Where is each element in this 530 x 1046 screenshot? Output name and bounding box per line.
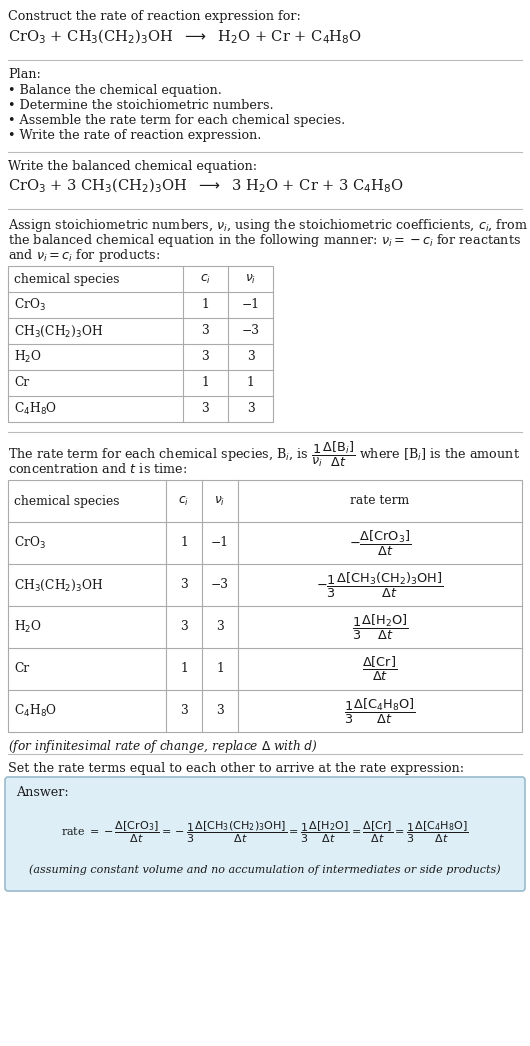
- Text: Plan:: Plan:: [8, 68, 41, 81]
- Text: H$_2$O: H$_2$O: [14, 349, 42, 365]
- Text: concentration and $t$ is time:: concentration and $t$ is time:: [8, 462, 188, 476]
- Text: Assign stoichiometric numbers, $\nu_i$, using the stoichiometric coefficients, $: Assign stoichiometric numbers, $\nu_i$, …: [8, 217, 528, 234]
- Text: H$_2$O: H$_2$O: [14, 619, 42, 635]
- Text: CrO$_3$ + 3 CH$_3$(CH$_2$)$_3$OH  $\longrightarrow$  3 H$_2$O + Cr + 3 C$_4$H$_8: CrO$_3$ + 3 CH$_3$(CH$_2$)$_3$OH $\longr…: [8, 177, 404, 196]
- Text: −1: −1: [211, 537, 229, 549]
- Text: Construct the rate of reaction expression for:: Construct the rate of reaction expressio…: [8, 10, 301, 23]
- Text: Cr: Cr: [14, 377, 29, 389]
- Text: Answer:: Answer:: [16, 786, 69, 799]
- Text: 1: 1: [216, 662, 224, 676]
- Text: Cr: Cr: [14, 662, 29, 676]
- Text: CrO$_3$ + CH$_3$(CH$_2$)$_3$OH  $\longrightarrow$  H$_2$O + Cr + C$_4$H$_8$O: CrO$_3$ + CH$_3$(CH$_2$)$_3$OH $\longrig…: [8, 28, 362, 46]
- Text: 3: 3: [216, 705, 224, 718]
- Text: • Determine the stoichiometric numbers.: • Determine the stoichiometric numbers.: [8, 99, 273, 112]
- Text: the balanced chemical equation in the following manner: $\nu_i = -c_i$ for react: the balanced chemical equation in the fo…: [8, 232, 521, 249]
- Text: CrO$_3$: CrO$_3$: [14, 297, 46, 313]
- Text: chemical species: chemical species: [14, 273, 119, 286]
- Text: −3: −3: [211, 578, 229, 591]
- Bar: [8, 480, 522, 732]
- Text: $c_i$: $c_i$: [179, 495, 190, 507]
- Text: rate term: rate term: [350, 495, 410, 507]
- Text: (for infinitesimal rate of change, replace $\Delta$ with $d$): (for infinitesimal rate of change, repla…: [8, 738, 318, 755]
- Text: 3: 3: [201, 350, 209, 364]
- Text: Set the rate terms equal to each other to arrive at the rate expression:: Set the rate terms equal to each other t…: [8, 761, 464, 775]
- Text: 3: 3: [246, 350, 254, 364]
- Text: −1: −1: [242, 298, 260, 312]
- Text: 1: 1: [180, 537, 188, 549]
- Text: • Assemble the rate term for each chemical species.: • Assemble the rate term for each chemic…: [8, 114, 345, 127]
- Text: 3: 3: [180, 705, 188, 718]
- Text: CH$_3$(CH$_2$)$_3$OH: CH$_3$(CH$_2$)$_3$OH: [14, 577, 103, 593]
- Text: 3: 3: [201, 324, 209, 338]
- Text: 1: 1: [201, 377, 209, 389]
- Text: 1: 1: [180, 662, 188, 676]
- Text: 1: 1: [201, 298, 209, 312]
- Text: $\dfrac{1}{3}\dfrac{\Delta[\mathrm{C_4H_8O}]}{\Delta t}$: $\dfrac{1}{3}\dfrac{\Delta[\mathrm{C_4H_…: [344, 697, 416, 726]
- FancyBboxPatch shape: [5, 777, 525, 891]
- Text: CH$_3$(CH$_2$)$_3$OH: CH$_3$(CH$_2$)$_3$OH: [14, 323, 103, 339]
- Text: $-\dfrac{1}{3}\dfrac{\Delta[\mathrm{CH_3(CH_2)_3OH}]}{\Delta t}$: $-\dfrac{1}{3}\dfrac{\Delta[\mathrm{CH_3…: [316, 570, 444, 599]
- Text: $\nu_i$: $\nu_i$: [245, 272, 256, 286]
- Text: 3: 3: [216, 620, 224, 634]
- Text: 3: 3: [180, 620, 188, 634]
- Text: $\nu_i$: $\nu_i$: [215, 495, 226, 507]
- Text: C$_4$H$_8$O: C$_4$H$_8$O: [14, 401, 57, 417]
- Text: The rate term for each chemical species, B$_i$, is $\dfrac{1}{\nu_i}\dfrac{\Delt: The rate term for each chemical species,…: [8, 440, 520, 470]
- Text: 3: 3: [201, 403, 209, 415]
- Text: 3: 3: [246, 403, 254, 415]
- Text: (assuming constant volume and no accumulation of intermediates or side products): (assuming constant volume and no accumul…: [29, 864, 501, 874]
- Bar: [8, 266, 273, 422]
- Text: $c_i$: $c_i$: [200, 272, 211, 286]
- Text: CrO$_3$: CrO$_3$: [14, 535, 46, 551]
- Text: Write the balanced chemical equation:: Write the balanced chemical equation:: [8, 160, 257, 173]
- Text: $\dfrac{\Delta[\mathrm{Cr}]}{\Delta t}$: $\dfrac{\Delta[\mathrm{Cr}]}{\Delta t}$: [363, 655, 398, 683]
- Text: 3: 3: [180, 578, 188, 591]
- Text: rate $= -\dfrac{\Delta[\mathrm{CrO_3}]}{\Delta t} = -\dfrac{1}{3}\dfrac{\Delta[\: rate $= -\dfrac{\Delta[\mathrm{CrO_3}]}{…: [61, 819, 469, 845]
- Text: −3: −3: [242, 324, 260, 338]
- Text: chemical species: chemical species: [14, 495, 119, 507]
- Text: • Write the rate of reaction expression.: • Write the rate of reaction expression.: [8, 129, 261, 142]
- Text: $-\dfrac{\Delta[\mathrm{CrO_3}]}{\Delta t}$: $-\dfrac{\Delta[\mathrm{CrO_3}]}{\Delta …: [349, 528, 411, 558]
- Text: C$_4$H$_8$O: C$_4$H$_8$O: [14, 703, 57, 719]
- Text: and $\nu_i = c_i$ for products:: and $\nu_i = c_i$ for products:: [8, 247, 160, 264]
- Text: 1: 1: [246, 377, 254, 389]
- Text: • Balance the chemical equation.: • Balance the chemical equation.: [8, 84, 222, 97]
- Text: $\dfrac{1}{3}\dfrac{\Delta[\mathrm{H_2O}]}{\Delta t}$: $\dfrac{1}{3}\dfrac{\Delta[\mathrm{H_2O}…: [352, 612, 408, 641]
